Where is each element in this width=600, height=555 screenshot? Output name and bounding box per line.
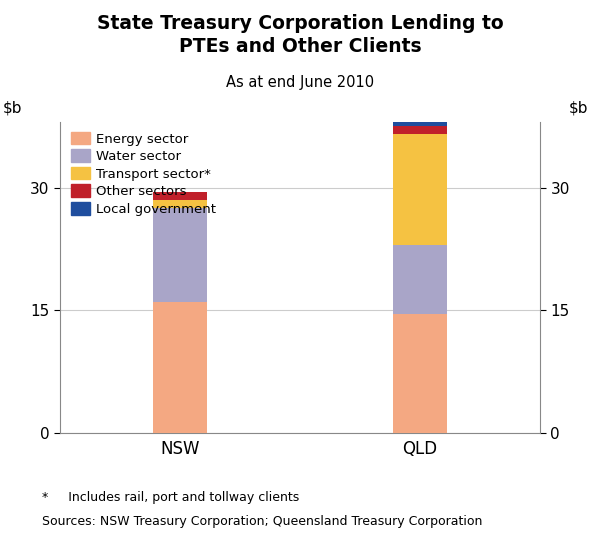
Bar	[153, 200, 207, 208]
Bar	[393, 126, 447, 134]
Bar	[393, 98, 447, 126]
Bar	[393, 314, 447, 433]
Bar	[153, 302, 207, 433]
Bar	[153, 191, 207, 200]
Text: State Treasury Corporation Lending to
PTEs and Other Clients: State Treasury Corporation Lending to PT…	[97, 14, 503, 57]
Text: $b: $b	[2, 101, 22, 116]
Legend: Energy sector, Water sector, Transport sector*, Other sectors, Local government: Energy sector, Water sector, Transport s…	[71, 132, 217, 216]
Bar	[153, 208, 207, 302]
Bar	[393, 134, 447, 245]
Text: *     Includes rail, port and tollway clients: * Includes rail, port and tollway client…	[42, 491, 299, 504]
Text: As at end June 2010: As at end June 2010	[226, 75, 374, 90]
Text: Sources: NSW Treasury Corporation; Queensland Treasury Corporation: Sources: NSW Treasury Corporation; Queen…	[42, 515, 482, 528]
Bar	[393, 245, 447, 314]
Text: $b: $b	[569, 101, 588, 116]
